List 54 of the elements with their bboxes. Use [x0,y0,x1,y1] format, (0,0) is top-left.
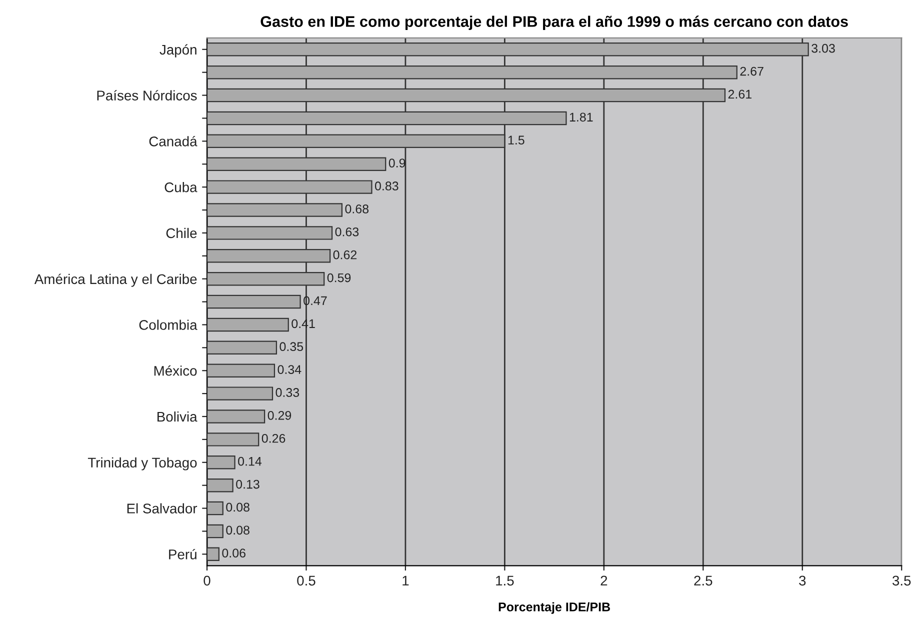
data-label: 0.63 [335,227,359,236]
data-label: 0.34 [278,365,302,374]
y-tick-label: Perú [169,548,196,560]
y-tick-label: Cuba [164,182,198,192]
data-label: 0.29 [268,411,292,420]
y-tick-label: Japón [160,44,196,58]
y-tick-label: América Latina y el Caribe [34,274,197,287]
chart-title: Gasto en IDE como porcentaje del PIB para el año 1999 o más cercano con datos [260,16,848,30]
data-label: 0.83 [374,182,398,190]
data-label: 0.08 [226,502,250,512]
x-tick-label: 0 [204,576,210,586]
bar [207,478,234,492]
y-tick-label: El Salvador [127,503,198,514]
data-label: 2.61 [728,90,752,99]
y-tick-label: Países Nórdicos [97,90,197,100]
y-tick-label: Canadá [149,136,198,146]
y-tick-label: Bolivia [158,411,198,422]
data-label: 0.06 [222,548,246,558]
data-label: 0.68 [345,204,369,214]
x-tick-label: 3 [799,576,806,586]
data-label: 0.08 [226,526,250,535]
bar [207,456,236,470]
bar [207,294,301,309]
data-label: 0.62 [333,250,357,260]
y-tick-label: Chile [166,228,197,238]
x-tick-label: 0.5 [297,576,316,586]
y-tick-label: México [154,365,197,376]
bar [207,386,274,400]
bar [207,318,289,332]
data-label: 0.35 [280,342,304,352]
data-label: 2.67 [740,66,764,76]
bar [207,364,276,378]
x-tick-label: 2.5 [694,576,712,586]
x-axis-title: Porcentaje IDE/PIB [498,602,610,614]
bar [207,432,260,446]
bar [207,547,220,562]
data-label: 0.33 [276,388,300,397]
x-tick-label: 1 [402,576,409,586]
bar [207,340,278,355]
bar [207,524,224,538]
data-label: 3.03 [812,44,835,53]
y-tick-label: Trinidad y Tobago [88,457,197,470]
data-label: 0.14 [238,456,262,466]
data-label: 1.81 [570,112,593,122]
data-label: 1.5 [508,136,524,145]
data-label: 0.13 [236,480,260,489]
bar [207,410,266,424]
y-tick-label: Colombia [139,320,198,330]
x-tick-label: 2 [600,576,608,586]
x-tick-label: 1.5 [496,576,514,586]
bar [207,501,224,516]
data-label: 0.59 [327,273,351,282]
x-tick-label: 3.5 [892,576,911,586]
data-label: 0.26 [262,434,286,443]
